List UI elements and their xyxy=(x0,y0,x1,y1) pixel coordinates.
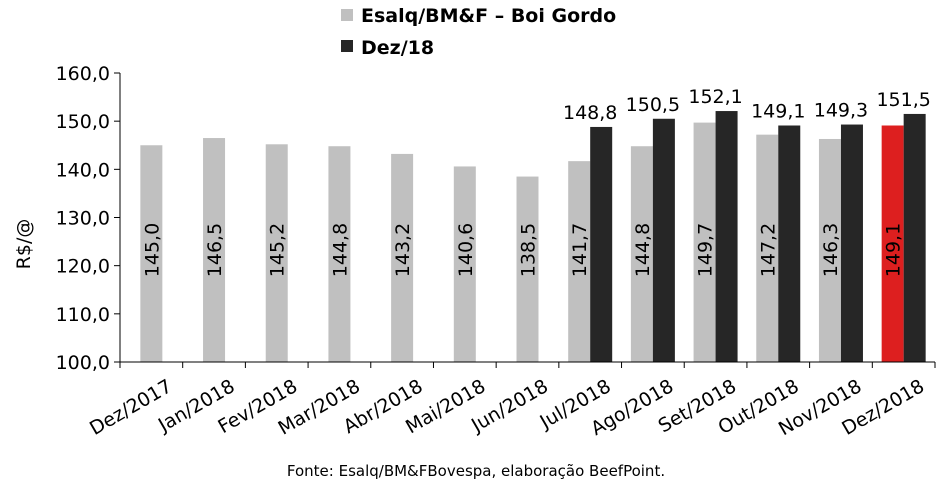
legend-label-series-2: Dez/18 xyxy=(361,37,434,59)
data-label-series-1: 145,0 xyxy=(141,223,163,277)
data-label-series-1: 138,5 xyxy=(518,223,540,277)
y-tick-label: 160,0 xyxy=(56,63,110,85)
bar-series-1 xyxy=(881,125,904,362)
data-label-series-1: 149,1 xyxy=(883,223,905,277)
data-label-series-1: 146,5 xyxy=(204,223,226,277)
bar-series-1 xyxy=(391,153,414,362)
data-label-series-1: 149,7 xyxy=(695,223,717,277)
bar-series-1 xyxy=(693,122,716,362)
bar-series-2 xyxy=(590,126,613,363)
source-note: Fonte: Esalq/BM&FBovespa, elaboração Bee… xyxy=(287,462,665,480)
legend: Esalq/BM&F – Boi Gordo Dez/18 xyxy=(341,5,616,59)
bar-series-1 xyxy=(140,145,163,362)
data-label-series-1: 143,2 xyxy=(392,223,414,277)
data-label-series-2: 149,1 xyxy=(751,101,805,123)
bar-series-1 xyxy=(756,134,779,362)
bar-series-1 xyxy=(568,161,591,362)
data-label-series-1: 140,6 xyxy=(455,223,477,277)
bar-series-1 xyxy=(203,138,226,362)
bar-series-1 xyxy=(818,138,841,362)
bar-series-1 xyxy=(516,176,539,362)
legend-swatch-series-1 xyxy=(341,9,353,21)
data-label-series-1: 141,7 xyxy=(569,223,591,277)
data-label-series-2: 148,8 xyxy=(563,102,617,124)
bar-series-1 xyxy=(265,144,288,362)
data-label-series-2: 152,1 xyxy=(688,86,742,108)
data-label-series-2: 151,5 xyxy=(876,89,930,111)
y-tick-label: 130,0 xyxy=(56,208,110,230)
bar-series-2 xyxy=(778,125,801,362)
y-tick-label: 120,0 xyxy=(56,256,110,278)
y-axis: 100,0 110,0 120,0 130,0 140,0 150,0 160,0 xyxy=(56,63,121,374)
x-axis: Dez/2017Jan/2018Fev/2018Mar/2018Abr/2018… xyxy=(86,361,936,440)
data-label-series-1: 145,2 xyxy=(267,223,289,277)
data-label-series-2: 150,5 xyxy=(626,94,680,116)
bar-series-1 xyxy=(453,166,476,362)
data-label-series-1: 144,8 xyxy=(329,223,351,277)
bar-series-1 xyxy=(630,146,653,362)
y-axis-title: R$/@ xyxy=(13,219,35,270)
data-label-series-1: 146,3 xyxy=(820,223,842,277)
y-tick-label: 100,0 xyxy=(56,352,110,374)
bar-series-2 xyxy=(715,111,738,362)
data-label-series-1: 147,2 xyxy=(757,223,779,277)
legend-label-series-1: Esalq/BM&F – Boi Gordo xyxy=(361,5,616,27)
bars: 145,0 146,5 145,2 144,8 143,2 140,6 138,5 141,7… xyxy=(140,86,931,363)
legend-swatch-series-2 xyxy=(341,40,353,52)
data-label-series-1: 144,8 xyxy=(632,223,654,277)
y-tick-label: 140,0 xyxy=(56,159,110,181)
y-tick-label: 150,0 xyxy=(56,111,110,133)
bar-series-2 xyxy=(652,118,675,362)
bar-series-1 xyxy=(328,146,351,362)
bar-series-2 xyxy=(840,124,863,362)
y-tick-label: 110,0 xyxy=(56,304,110,326)
data-label-series-2: 149,3 xyxy=(814,100,868,122)
bar-series-2 xyxy=(903,113,926,362)
